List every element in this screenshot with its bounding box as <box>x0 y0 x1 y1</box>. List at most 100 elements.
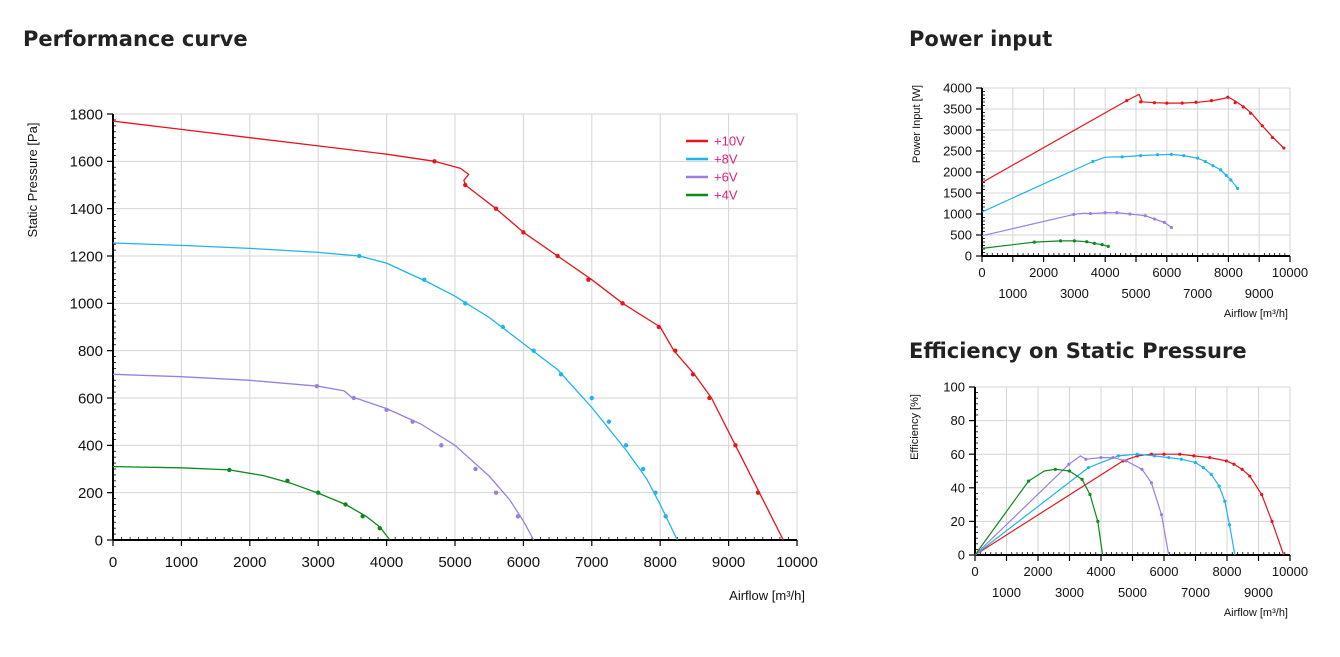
eff-series-10v-point <box>1208 455 1212 460</box>
power-series-10v-point <box>1270 135 1275 140</box>
power-x-tick-label: 9000 <box>1245 286 1274 301</box>
perf-series-6v-point <box>384 407 389 413</box>
perf-series-6v-point <box>439 443 444 448</box>
eff-series-6v-line <box>974 455 1170 556</box>
power-series-8v-point <box>1219 168 1223 172</box>
power-y-tick-label: 1500 <box>943 186 972 201</box>
eff-series-6v-point <box>1099 455 1103 460</box>
power-heading: Power input <box>909 27 1053 51</box>
perf-x-tick-label: 4000 <box>370 554 403 571</box>
eff-series-8v-point <box>1135 452 1139 456</box>
power-x-axis-label: Airflow [m³/h] <box>1224 308 1288 320</box>
power-series-6v-point <box>1115 211 1119 215</box>
eff-x-tick-label: 9000 <box>1244 585 1273 600</box>
perf-x-tick-label: 0 <box>109 554 117 571</box>
power-series-4v-point <box>1072 239 1076 243</box>
eff-y-tick-label: 0 <box>958 548 965 563</box>
perf-series-10v-point <box>521 230 526 235</box>
eff-series-4v-point <box>1080 477 1084 481</box>
perf-series-10v-point <box>707 395 712 401</box>
power-y-tick-label: 3000 <box>943 123 972 138</box>
power-series-6v-point <box>1128 212 1132 216</box>
power-series-6v-point <box>1072 212 1076 217</box>
eff-series-8v-point <box>1217 484 1221 488</box>
eff-y-tick-label: 40 <box>951 480 965 495</box>
eff-series-4v-point <box>1053 467 1057 471</box>
eff-series-4v-point <box>1096 519 1100 524</box>
perf-y-tick-label: 1200 <box>70 248 103 265</box>
perf-y-tick-label: 400 <box>78 438 103 455</box>
perf-series-10v-point <box>463 182 468 188</box>
perf-series-10v-point <box>733 443 738 448</box>
power-series-10v-point <box>1194 100 1198 104</box>
power-series-10v-point <box>1180 101 1184 105</box>
eff-series-10v-point <box>1162 452 1166 456</box>
perf-y-axis-label: Static Pressure [Pa] <box>25 123 40 238</box>
power-series-10v-point <box>1233 101 1237 105</box>
eff-series-10v-point <box>1178 452 1182 456</box>
perf-series-8v-point <box>357 253 362 259</box>
power-series-8v-point <box>1182 154 1186 158</box>
eff-series-6v-point <box>1124 459 1128 463</box>
perf-x-tick-label: 1000 <box>165 554 198 571</box>
perf-x-tick-label: 9000 <box>712 554 745 571</box>
perf-y-tick-label: 800 <box>78 343 103 360</box>
eff-series-4v-point <box>1067 469 1072 473</box>
perf-series-4v-point <box>343 502 348 507</box>
perf-series-6v-point <box>515 514 521 519</box>
power-series-8v-point <box>1236 186 1240 190</box>
eff-series-8v-point <box>1193 461 1198 465</box>
perf-series-4v-point <box>360 514 365 519</box>
perf-series-8v-point <box>606 419 612 424</box>
perf-series-10v-point <box>493 206 499 211</box>
eff-series-6v-point <box>1140 467 1144 471</box>
eff-x-axis-label: Airflow [m³/h] <box>1224 607 1288 619</box>
eff-series-6v-point <box>1084 457 1088 461</box>
perf-series-10v-point <box>755 490 761 495</box>
perf-series-8v-point <box>558 372 564 377</box>
eff-y-tick-label: 60 <box>951 447 965 462</box>
perf-series-8v-point <box>640 466 646 472</box>
perf-series-10v-point <box>673 348 678 353</box>
legend-label-6v: +6V <box>714 170 738 185</box>
eff-series-8v-point <box>1116 454 1120 458</box>
perf-y-tick-label: 1600 <box>70 154 103 171</box>
power-series-8v-point <box>1155 153 1160 157</box>
power-series-8v-line <box>981 153 1239 213</box>
perf-y-tick-label: 0 <box>95 532 103 549</box>
power-x-tick-label: 0 <box>978 265 985 280</box>
efficiency-heading: Efficiency on Static Pressure <box>909 339 1247 363</box>
legend-label-8v: +8V <box>714 152 738 167</box>
power-series-8v-point <box>1203 159 1207 164</box>
performance-heading: Performance curve <box>23 27 248 51</box>
eff-series-8v-line <box>974 453 1236 556</box>
eff-series-10v-point <box>1192 454 1196 458</box>
eff-x-tick-label: 4000 <box>1087 564 1116 579</box>
perf-series-4v-point <box>285 478 290 484</box>
eff-x-tick-label: 1000 <box>992 585 1021 600</box>
eff-series-10v-point <box>1270 519 1274 524</box>
power-y-tick-label: 500 <box>950 228 972 243</box>
perf-series-4v-point <box>227 467 232 473</box>
power-x-tick-label: 10000 <box>1272 265 1308 280</box>
power-series-8v-point <box>1229 178 1233 182</box>
power-series-4v-point <box>1100 243 1104 247</box>
eff-x-tick-label: 0 <box>971 564 978 579</box>
perf-series-6v-point <box>410 419 415 424</box>
perf-series-6v-point <box>314 383 320 389</box>
power-series-8v-point <box>1139 154 1143 158</box>
power-series-4v-point <box>1092 241 1097 245</box>
eff-series-6v-point <box>1111 455 1115 460</box>
perf-chart: 0 200 400 600 800 1000 1200 1400 1600 1800 0 1000 20… <box>25 106 818 603</box>
perf-x-tick-label: 10000 <box>776 554 818 571</box>
perf-series-8v-point <box>663 514 668 519</box>
power-y-axis-label: Power Input [W] <box>911 85 923 163</box>
eff-series-10v-point <box>1248 474 1252 478</box>
eff-series-8v-point <box>1167 455 1171 460</box>
legend-label-4v: +4V <box>714 188 738 203</box>
power-series-6v-point <box>1088 211 1093 216</box>
eff-series-8v-point <box>1152 454 1157 458</box>
power-y-tick-label: 2500 <box>943 144 972 159</box>
power-chart: 0500100015002000250030003500400001000200… <box>911 81 1308 320</box>
